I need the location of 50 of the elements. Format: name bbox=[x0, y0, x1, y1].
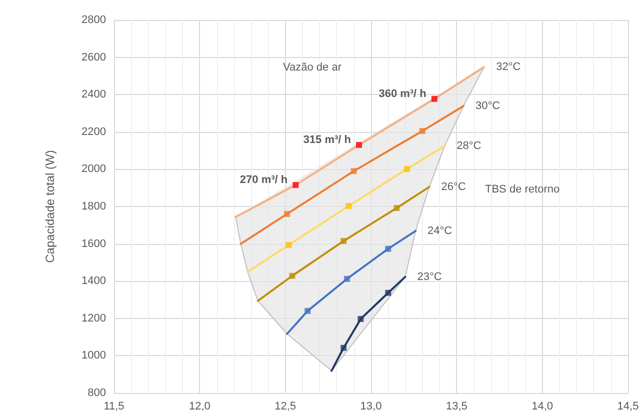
y-tick-label: 1800 bbox=[82, 200, 106, 212]
point bbox=[346, 202, 352, 209]
point bbox=[356, 142, 362, 148]
series-label: 28°C bbox=[456, 140, 482, 152]
annotation: Vazão de ar bbox=[283, 62, 342, 74]
point bbox=[340, 238, 347, 244]
point bbox=[358, 316, 364, 322]
y-tick-label: 1200 bbox=[82, 312, 106, 324]
y-tick-label: 2600 bbox=[82, 51, 106, 64]
annotation: 360 m³/ h bbox=[378, 88, 427, 100]
point bbox=[304, 308, 311, 314]
point bbox=[419, 128, 426, 134]
line-series bbox=[330, 276, 406, 372]
x-tick-label: 14,0 bbox=[532, 400, 554, 412]
annotation: 315 m³/ h bbox=[303, 134, 352, 146]
point bbox=[385, 246, 392, 252]
y-tick-label: 1400 bbox=[82, 275, 106, 288]
annotation: TBS de retorno bbox=[485, 184, 560, 196]
y-tick-label: 2800 bbox=[82, 14, 106, 26]
point bbox=[385, 290, 392, 296]
series-label: 23°C bbox=[417, 270, 442, 283]
point bbox=[340, 344, 347, 351]
x-tick-label: 14,5 bbox=[617, 400, 639, 412]
point bbox=[286, 242, 292, 248]
y-tick-label: 1000 bbox=[82, 350, 106, 362]
line-series bbox=[286, 230, 417, 335]
point bbox=[292, 182, 299, 188]
x-tick-label: 11,5 bbox=[104, 400, 124, 412]
x-tick-label: 13,0 bbox=[360, 400, 382, 412]
x-tick-label: 12,5 bbox=[274, 400, 296, 412]
point bbox=[284, 210, 290, 217]
y-tick-label: 2400 bbox=[82, 88, 106, 101]
y-axis-title: Capacidade total (W) bbox=[43, 150, 57, 263]
y-tick-label: 1600 bbox=[82, 238, 106, 250]
x-tick-label: 13,5 bbox=[446, 400, 468, 412]
series-label: 26°C bbox=[441, 180, 466, 193]
point bbox=[350, 168, 357, 174]
x-tick-label: 12,0 bbox=[188, 400, 210, 412]
series-label: 24°C bbox=[428, 224, 452, 237]
annotation: 270 m³/ h bbox=[240, 174, 288, 186]
series-label: 30°C bbox=[476, 100, 500, 112]
point bbox=[394, 204, 400, 211]
y-tick-label: 2200 bbox=[82, 126, 106, 138]
y-tick-label: 800 bbox=[88, 387, 106, 399]
point bbox=[404, 166, 410, 172]
point bbox=[289, 272, 296, 279]
y-tick-label: 2000 bbox=[82, 163, 106, 176]
point bbox=[431, 96, 438, 102]
series-label: 32°C bbox=[496, 61, 521, 73]
point bbox=[344, 276, 350, 282]
